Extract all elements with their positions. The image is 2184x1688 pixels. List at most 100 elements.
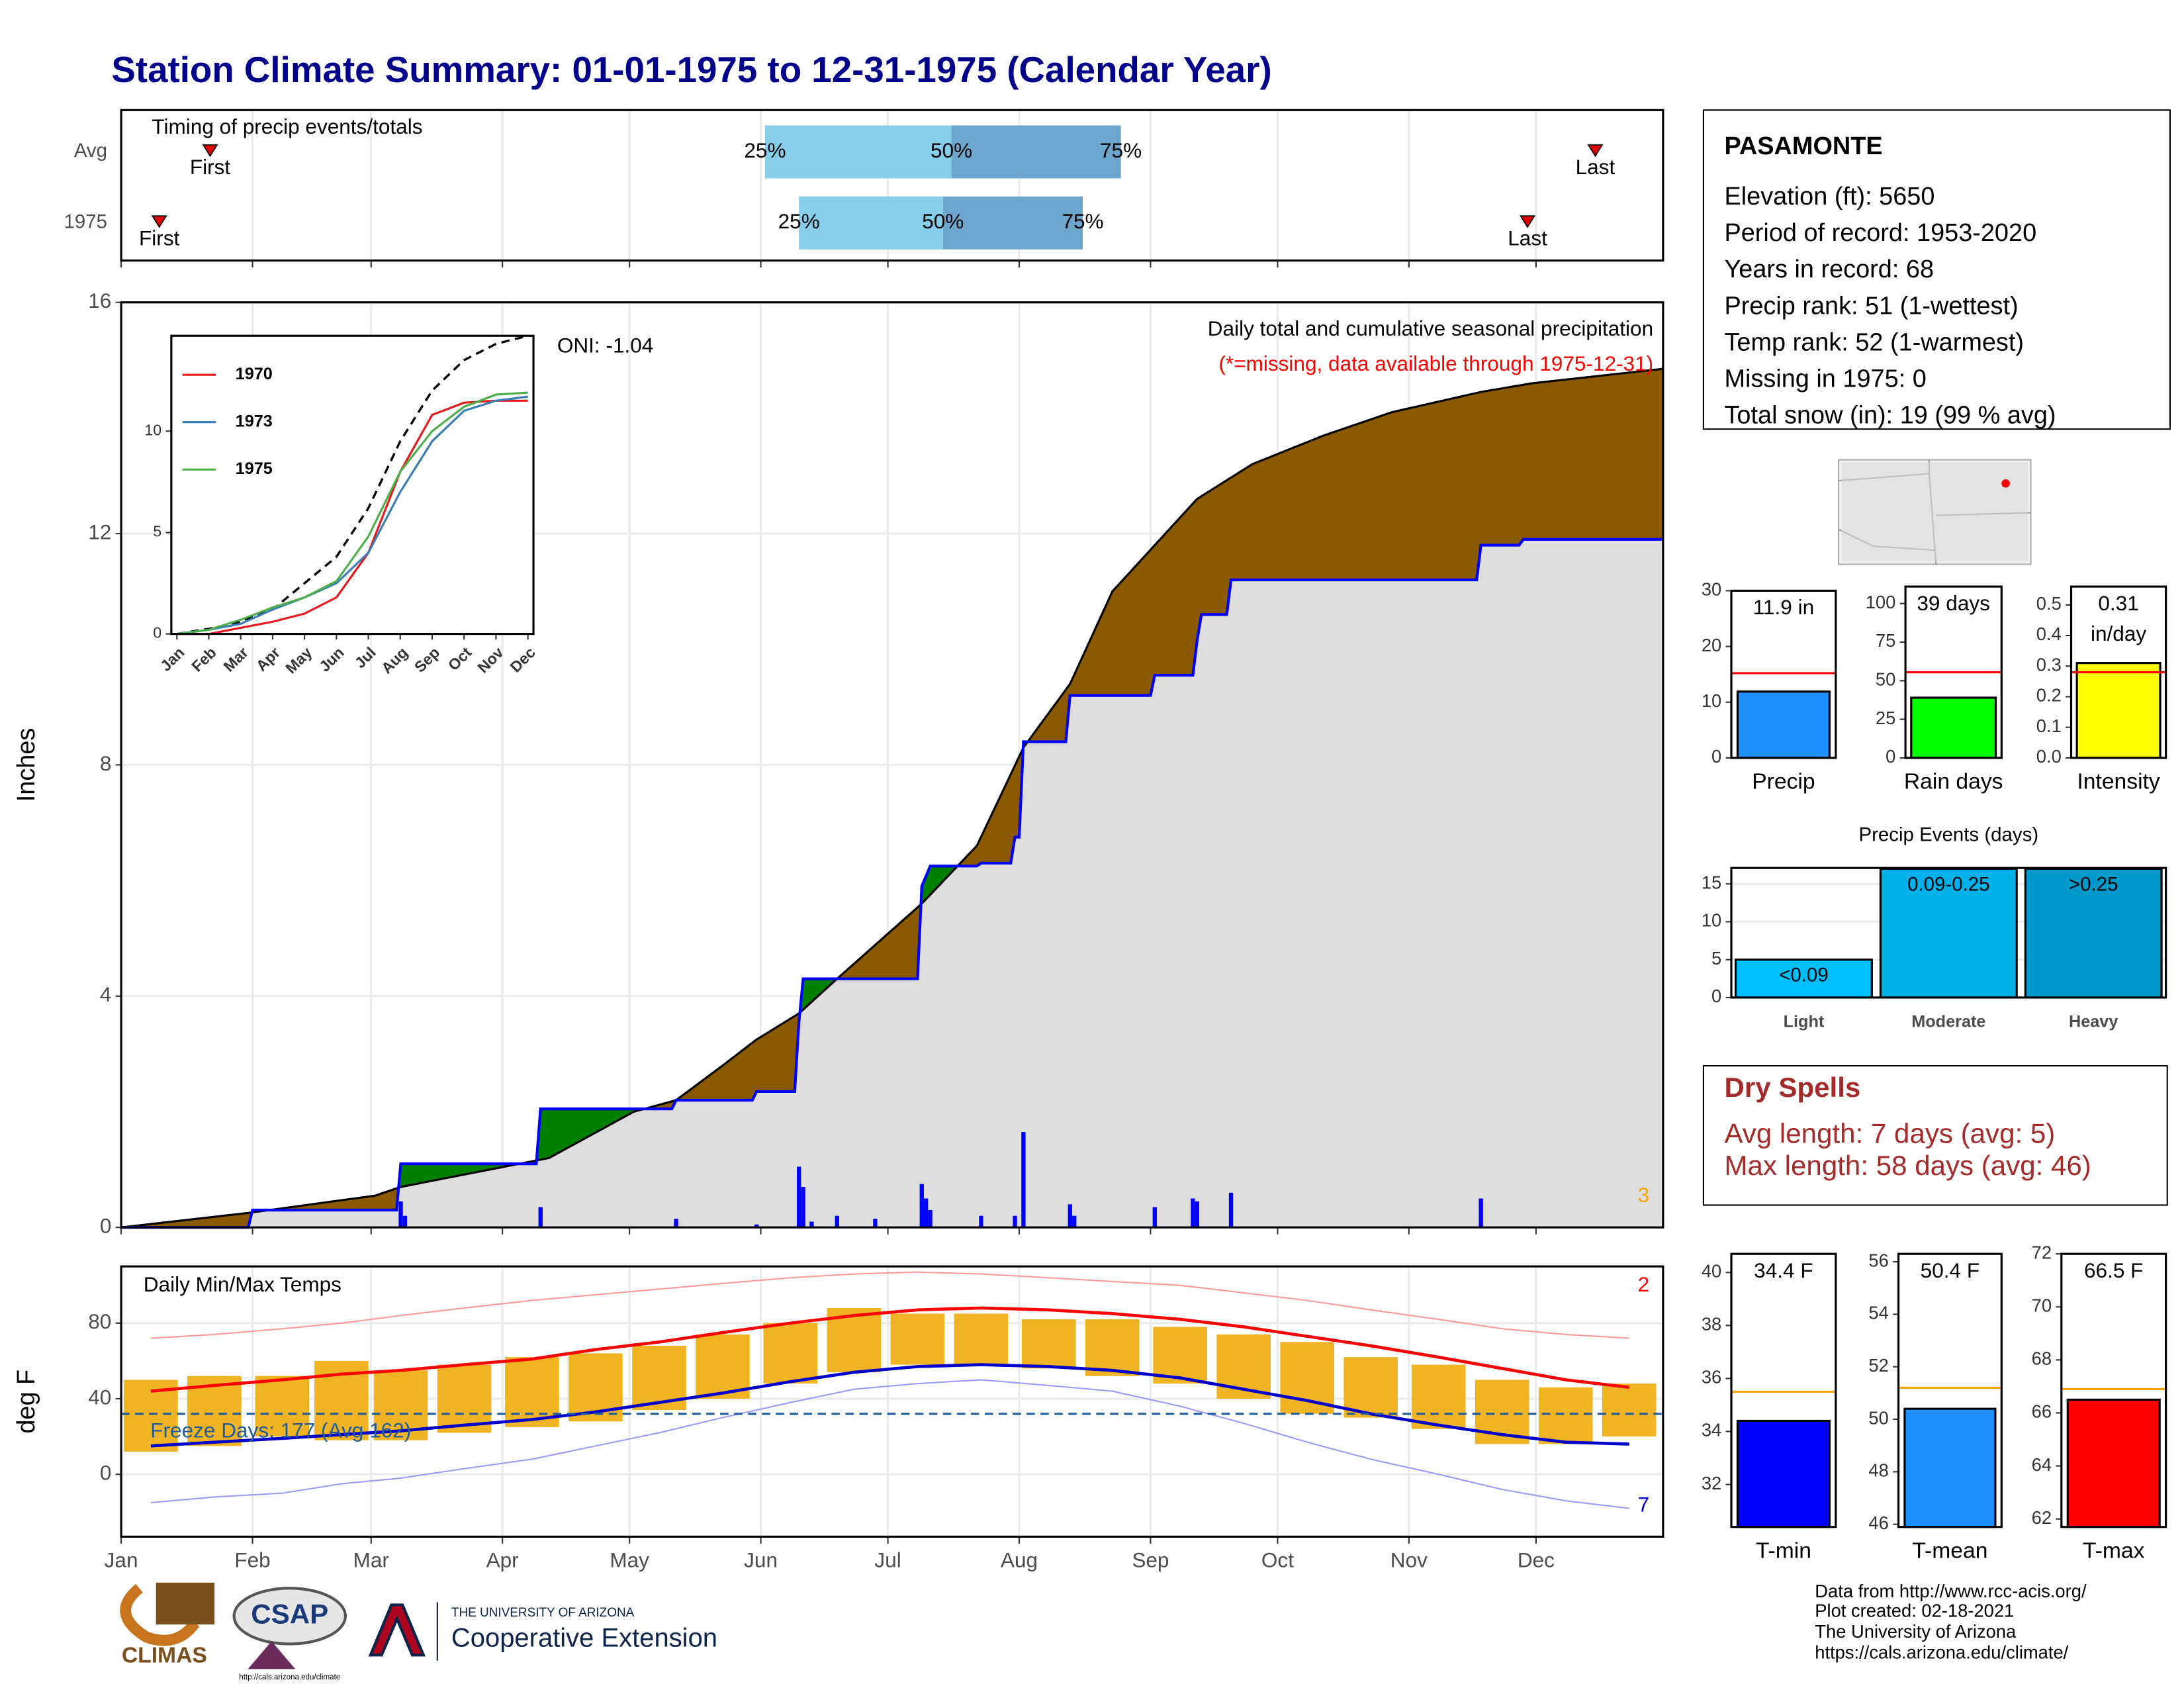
x-tick-label: Aug [1001,1548,1038,1572]
ua-name: THE UNIVERSITY OF ARIZONA [451,1606,635,1620]
y-tick-label: 12 [88,520,111,543]
y-tick-label: 32 [1702,1473,1721,1493]
event-marker [1587,144,1604,158]
value-label-box: 66.5 F [2083,1259,2144,1284]
y-tick-label: 10 [1702,690,1721,711]
daily-bar [928,1209,933,1228]
y-tick-label: 0.1 [2036,716,2062,736]
plot-border [1904,585,2003,759]
daily-bar [1479,1198,1483,1228]
x-tick-label: Mar [353,1548,389,1572]
value-label-box: 34.4 F [1754,1259,1813,1284]
plot-border [1730,589,1837,759]
quartile-bar [764,125,952,179]
x-tick-label: Light [1784,1012,1825,1031]
bar [1736,690,1831,759]
value-label: 0.31 in/day [2090,592,2147,647]
record-high-count: 2 [1638,1272,1650,1296]
station-location [2001,479,2010,488]
y-tick-label: 25 [1876,708,1895,728]
y-tick-label: 34 [1702,1420,1721,1440]
value-label: <0.09 [1779,964,1829,986]
y-tick-label: 0 [1886,746,1895,767]
event-label: First [139,226,180,250]
daily-bar [538,1207,543,1228]
footer-line: Data from http://www.rcc-acis.org/ [1815,1581,2087,1601]
chart-title: Daily total and cumulative seasonal prec… [1208,316,1653,340]
y-tick-label: 10 [1702,910,1721,931]
plot-border [120,1265,1664,1538]
csap-url: http://cals.arizona.edu/climate [239,1673,340,1681]
x-tick-label: Feb [234,1548,270,1572]
series-line [177,391,528,635]
temp-bar [124,1380,178,1452]
y-tick-label: 0 [1711,986,1721,1006]
y-tick-label: 40 [1702,1260,1721,1281]
daily-bar [873,1219,878,1228]
quartile-label: 25% [744,138,786,162]
quartile-label: 50% [931,138,972,162]
row-label: Avg [74,140,107,162]
daily-bar [1191,1198,1195,1228]
event-marker [151,215,167,228]
event-label: Last [1576,155,1615,179]
plot-border [120,109,1664,262]
y-tick-label: 72 [2032,1242,2052,1262]
y-tick-label: 36 [1702,1367,1721,1387]
y-tick-label: 0.0 [2036,746,2062,767]
value-label: 34.4 F [1754,1259,1813,1284]
bar [1910,696,1997,759]
footer-line: The University of Arizona [1815,1621,2017,1642]
row-label: 1975 [64,211,108,233]
plot-border [1730,867,2167,999]
y-axis-title: deg F [13,1370,40,1434]
climas-logo: CLIMAS [122,1643,207,1667]
x-tick-label: Dec [1518,1548,1555,1572]
temp-bar [1411,1364,1466,1429]
x-tick-label: Precip [1752,770,1815,794]
y-tick-label: 0 [1711,746,1721,767]
temp-bar [1343,1357,1398,1418]
daily-bar [1228,1192,1234,1228]
record-low-count: 7 [1638,1492,1650,1516]
series-line [177,399,528,635]
record-count: 3 [1638,1183,1650,1207]
bar [1734,959,1873,999]
bar [2024,867,2163,999]
locator-map [1838,459,2032,565]
event-marker [1520,215,1536,228]
value-label-box: 50.4 F [1921,1260,1980,1284]
bar [2075,662,2161,759]
value-label: 66.5 F [2083,1259,2144,1284]
station-line: Elevation (ft): 5650 [1724,183,1934,211]
temp-line [150,1271,1629,1339]
y-tick-label: 50 [1868,1407,1888,1428]
daily-bar [402,1215,408,1228]
x-tick-label: Apr [486,1548,519,1572]
dry-spells-line: Max length: 58 days (avg: 46) [1724,1150,2091,1181]
y-tick-label: 50 [1876,669,1895,690]
daily-bar [797,1166,801,1228]
quartile-label: 50% [922,209,964,233]
freeze-label: Freeze Days: 177 (Avg 162) [150,1419,411,1442]
station-line: Missing in 1975: 0 [1724,365,1926,393]
y-tick-label: 38 [1702,1314,1721,1335]
station-line: Years in record: 68 [1724,256,1934,283]
y-tick-label: 66 [2032,1401,2052,1422]
y-tick-label: 5 [1711,948,1721,968]
daily-bar [835,1215,839,1228]
map-land [1841,462,2028,562]
footer-line: Plot created: 02-18-2021 [1815,1600,2014,1620]
ua-mark [368,1603,426,1657]
value-label: 11.9 in [1752,596,1815,620]
event-label: Last [1508,226,1547,250]
series-line [177,334,529,635]
temp-bar [1022,1319,1076,1369]
x-tick-label: May [610,1548,649,1572]
y-tick-label: 30 [1702,579,1721,600]
temp-bar [890,1313,945,1365]
temp-bar [763,1323,818,1384]
value-label: >0.25 [2069,873,2118,895]
y-tick-label: 15 [1702,872,1721,892]
